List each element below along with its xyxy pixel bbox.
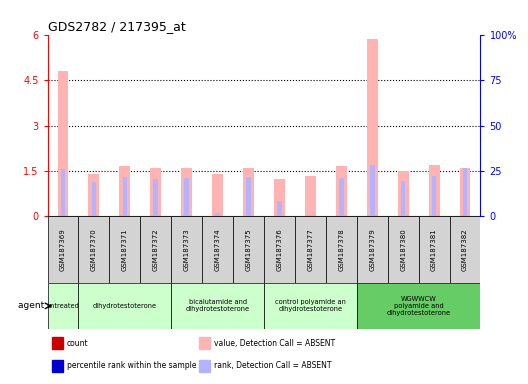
Bar	[48, 283, 79, 329]
Bar	[199, 337, 210, 349]
Bar	[89, 174, 99, 217]
Bar	[429, 165, 439, 217]
Bar	[184, 178, 189, 217]
Text: agent: agent	[18, 301, 48, 310]
Text: GSM187381: GSM187381	[431, 228, 437, 271]
Bar	[61, 169, 65, 217]
Bar	[370, 165, 374, 217]
Text: GSM187382: GSM187382	[462, 228, 468, 271]
Bar	[140, 217, 171, 283]
Text: count: count	[67, 339, 89, 348]
Bar	[432, 175, 436, 217]
Bar	[52, 359, 63, 372]
Text: rank, Detection Call = ABSENT: rank, Detection Call = ABSENT	[214, 361, 332, 370]
Bar	[48, 217, 79, 283]
Text: GSM187375: GSM187375	[246, 228, 251, 271]
Bar	[215, 213, 220, 217]
Bar	[199, 359, 210, 372]
Text: GSM187374: GSM187374	[214, 228, 221, 271]
Bar	[171, 217, 202, 283]
Text: GSM187379: GSM187379	[369, 228, 375, 271]
Bar	[181, 168, 192, 217]
Bar	[459, 168, 470, 217]
Bar	[243, 168, 254, 217]
Text: WGWWCW
polyamide and
dihydrotestoterone: WGWWCW polyamide and dihydrotestoterone	[386, 296, 451, 316]
Bar	[277, 201, 282, 217]
Bar	[357, 217, 388, 283]
Text: GSM187373: GSM187373	[184, 228, 190, 271]
Bar	[449, 217, 480, 283]
Text: bicalutamide and
dihydrotestoterone: bicalutamide and dihydrotestoterone	[185, 300, 250, 313]
Text: GSM187377: GSM187377	[307, 228, 314, 271]
Text: GSM187378: GSM187378	[338, 228, 344, 271]
Bar	[367, 39, 378, 217]
Text: GSM187376: GSM187376	[277, 228, 282, 271]
Bar	[398, 171, 409, 217]
Bar	[52, 337, 63, 349]
Text: GSM187372: GSM187372	[153, 228, 159, 271]
Bar	[109, 217, 140, 283]
Bar	[246, 177, 251, 217]
Bar	[92, 182, 96, 217]
Bar	[326, 217, 357, 283]
Bar	[295, 217, 326, 283]
Bar	[171, 283, 264, 329]
Text: control polyamide an
dihydrotestoterone: control polyamide an dihydrotestoterone	[275, 300, 346, 313]
Bar	[264, 217, 295, 283]
Bar	[274, 179, 285, 217]
Bar	[202, 217, 233, 283]
Bar	[264, 283, 357, 329]
Bar	[58, 71, 69, 217]
Text: GSM187380: GSM187380	[400, 228, 406, 271]
Bar	[119, 166, 130, 217]
Text: percentile rank within the sample: percentile rank within the sample	[67, 361, 196, 370]
Text: GSM187371: GSM187371	[122, 228, 128, 271]
Text: dihydrotestoterone: dihydrotestoterone	[93, 303, 157, 309]
Bar	[336, 166, 347, 217]
Bar	[388, 217, 419, 283]
Bar	[339, 178, 344, 217]
Bar	[154, 179, 158, 217]
Bar	[401, 181, 406, 217]
Bar	[233, 217, 264, 283]
Text: untreated: untreated	[46, 303, 79, 309]
Text: value, Detection Call = ABSENT: value, Detection Call = ABSENT	[214, 339, 335, 348]
Bar	[150, 168, 161, 217]
Bar	[212, 174, 223, 217]
Bar	[305, 175, 316, 217]
Bar	[357, 283, 480, 329]
Bar	[122, 177, 127, 217]
Text: GDS2782 / 217395_at: GDS2782 / 217395_at	[48, 20, 185, 33]
Bar	[79, 217, 109, 283]
Bar	[463, 168, 467, 217]
Text: GSM187370: GSM187370	[91, 228, 97, 271]
Bar	[419, 217, 449, 283]
Bar	[79, 283, 171, 329]
Text: GSM187369: GSM187369	[60, 228, 66, 271]
